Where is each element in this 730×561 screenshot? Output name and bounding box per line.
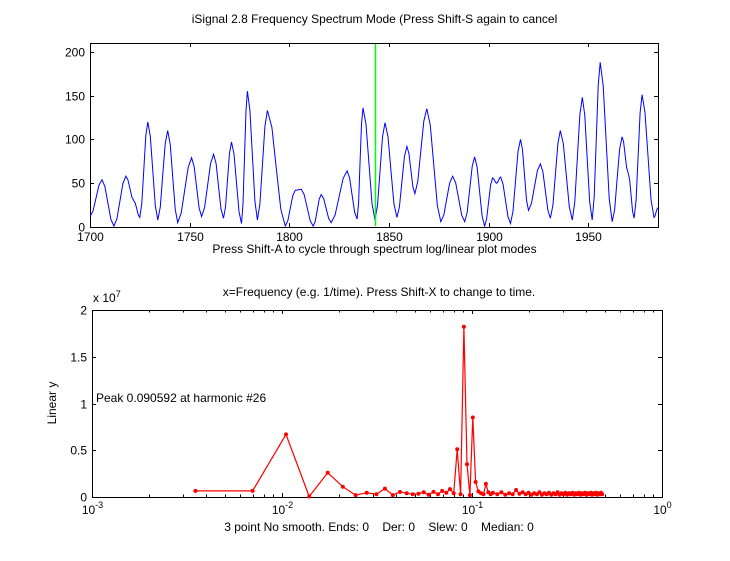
peak-annotation: Peak 0.090592 at harmonic #26	[96, 391, 267, 405]
svg-text:1750: 1750	[177, 230, 204, 244]
svg-text:200: 200	[65, 46, 85, 60]
svg-text:1700: 1700	[77, 230, 104, 244]
svg-text:50: 50	[72, 177, 86, 191]
frequency-spectrum-tick-labels: 10-3 10-2 10-1 100 0 0.5 1 1.5 2	[70, 304, 671, 518]
svg-text:10-1: 10-1	[462, 500, 483, 517]
svg-text:10-2: 10-2	[272, 500, 293, 517]
svg-text:10-3: 10-3	[82, 500, 103, 517]
signal-segment-tick-labels: 1700 1750 1800 1850 1900 1950 0 50 100 150 200	[65, 46, 602, 245]
top-chart-xlabel: Press Shift-A to cycle through spectrum …	[212, 242, 537, 256]
top-chart-title: iSignal 2.8 Frequency Spectrum Mode (Pre…	[191, 12, 558, 26]
frequency-spectrum-axes-box	[92, 310, 663, 498]
y-axis-multiplier-base: x 10	[93, 291, 116, 305]
svg-text:150: 150	[65, 90, 85, 104]
signal-line	[89, 62, 659, 229]
spectrum-markers	[193, 324, 605, 499]
svg-text:1: 1	[80, 398, 87, 412]
frequency-spectrum-plot: 10-3 10-2 10-1 100 0 0.5 1 1.5 2	[70, 304, 671, 518]
y-axis-multiplier-label: x 107	[93, 287, 121, 305]
svg-text:0.5: 0.5	[70, 444, 87, 458]
svg-text:1850: 1850	[376, 230, 403, 244]
signal-segment-axes-box	[90, 43, 659, 228]
bottom-chart-title: x=Frequency (e.g. 1/time). Press Shift-X…	[222, 285, 536, 299]
signal-segment-ticks	[90, 43, 658, 228]
svg-text:100: 100	[653, 500, 671, 517]
signal-segment-plot: 1700 1750 1800 1850 1900 1950 0 50 100 150 200	[65, 43, 659, 244]
svg-text:100: 100	[65, 133, 85, 147]
bottom-chart-xlabel: 3 point No smooth. Ends: 0 Der: 0 Slew: …	[224, 520, 534, 534]
svg-text:1800: 1800	[276, 230, 303, 244]
svg-text:1.5: 1.5	[70, 351, 87, 365]
svg-text:1900: 1900	[476, 230, 503, 244]
svg-text:2: 2	[80, 304, 87, 318]
svg-text:0: 0	[78, 221, 85, 235]
y-axis-multiplier-exponent: 7	[115, 289, 121, 299]
frequency-spectrum-ticks	[92, 310, 663, 498]
svg-text:0: 0	[80, 491, 87, 505]
spectrum-line	[195, 326, 603, 498]
svg-text:1950: 1950	[575, 230, 602, 244]
